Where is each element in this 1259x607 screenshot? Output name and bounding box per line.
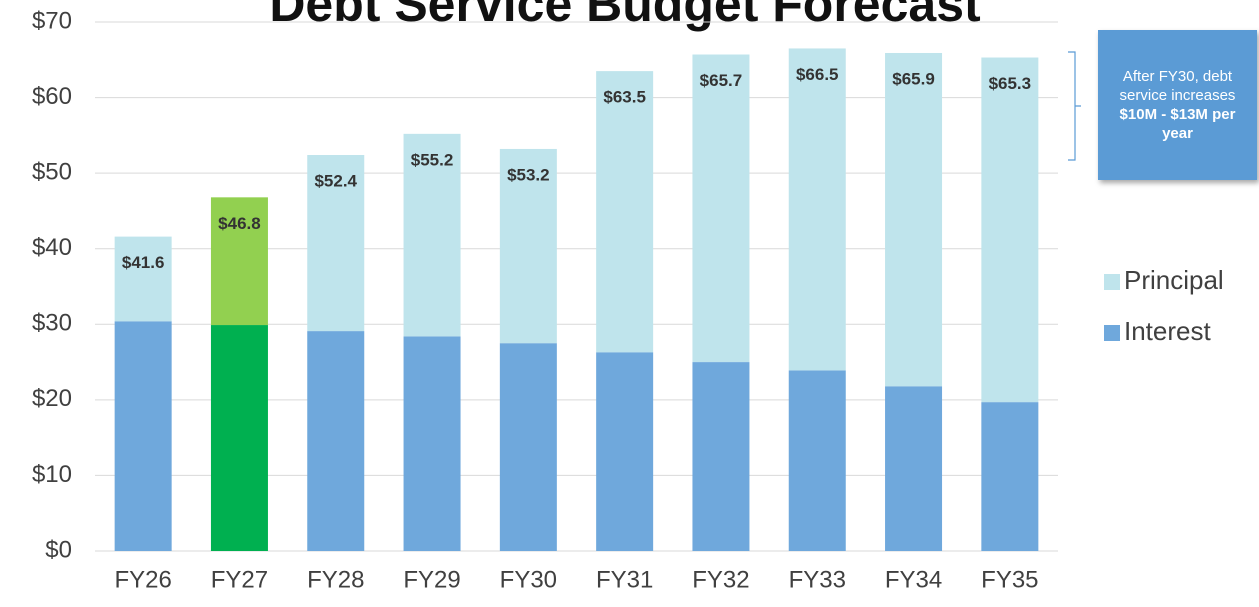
- y-tick-label: $40: [32, 234, 72, 261]
- bar-segment: [403, 133, 461, 337]
- annotation-bold: $10M - $13M per year: [1119, 106, 1236, 142]
- bar-segment: [885, 386, 943, 551]
- x-tick-label: FY27: [211, 566, 268, 593]
- legend-swatch: [1104, 325, 1120, 341]
- bracket: [1068, 51, 1081, 161]
- legend-swatch: [1104, 274, 1120, 290]
- x-tick-label: FY31: [596, 566, 653, 593]
- x-tick-label: FY26: [114, 566, 171, 593]
- total-label: $46.8: [218, 214, 261, 233]
- total-label: $65.7: [700, 71, 743, 90]
- bar-segment: [114, 236, 172, 322]
- bar-segment: [499, 343, 557, 551]
- x-tick-label: FY32: [692, 566, 749, 593]
- x-tick-label: FY35: [981, 566, 1038, 593]
- annotation-text: After FY30, debt service increases: [1119, 68, 1236, 104]
- bar-segment: [885, 52, 943, 387]
- bar-segment: [307, 331, 365, 551]
- bar-segment: [596, 71, 654, 353]
- y-tick-label: $70: [32, 7, 72, 34]
- y-tick-label: $0: [45, 536, 72, 563]
- total-label: $52.4: [314, 171, 357, 190]
- bar-segment: [210, 325, 268, 551]
- x-tick-label: FY30: [500, 566, 557, 593]
- bar-segment: [692, 54, 750, 363]
- chart-title: Debt Service Budget Forecast: [269, 0, 981, 32]
- total-label: $65.9: [892, 69, 935, 88]
- y-tick-label: $60: [32, 83, 72, 110]
- total-label: $63.5: [603, 88, 646, 107]
- x-tick-label: FY29: [403, 566, 460, 593]
- bar-segment: [307, 155, 365, 332]
- total-label: $65.3: [989, 74, 1032, 93]
- legend-label: Principal: [1124, 265, 1224, 295]
- bar-segment: [788, 48, 846, 371]
- bar-segment: [403, 336, 461, 551]
- bar-segment: [114, 321, 172, 551]
- total-label: $53.2: [507, 165, 550, 184]
- x-tick-label: FY33: [789, 566, 846, 593]
- bar-segment: [210, 197, 268, 326]
- x-tick-label: FY34: [885, 566, 942, 593]
- bar-segment: [981, 402, 1039, 551]
- annotation: After FY30, debt service increases $10M …: [1098, 30, 1257, 180]
- bar-segment: [692, 362, 750, 551]
- y-tick-label: $50: [32, 158, 72, 185]
- y-tick-label: $20: [32, 385, 72, 412]
- total-label: $55.2: [411, 150, 454, 169]
- x-tick-label: FY28: [307, 566, 364, 593]
- legend-label: Interest: [1124, 316, 1211, 346]
- bar-segment: [499, 148, 557, 344]
- bar-segment: [596, 352, 654, 551]
- total-label: $66.5: [796, 65, 839, 84]
- y-tick-label: $30: [32, 310, 72, 337]
- total-label: $41.6: [122, 253, 165, 272]
- bar-segment: [981, 57, 1039, 403]
- y-tick-label: $10: [32, 461, 72, 488]
- bar-segment: [788, 370, 846, 551]
